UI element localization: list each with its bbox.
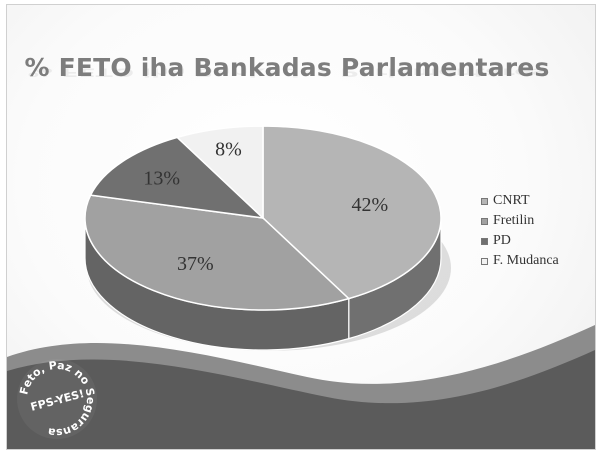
fps-yes-logo: Feto, Paz no Seguransa FPS-YES! [17,359,97,439]
pie-slice-pd [89,136,266,220]
pie-slices [84,125,442,311]
pie-slice-f-mudanca [175,125,264,220]
legend-swatch-f-mudanca [481,257,488,265]
pie-slice-fretilin [84,194,351,311]
data-label-cnrt: 42% [352,194,389,216]
legend-item-pd: PD [481,231,559,251]
legend-label-cnrt: CNRT [493,193,530,208]
legend-label-fretilin: Fretilin [493,213,535,228]
chart-title-reflection: % FETO iha Bankadas Parlamentares [27,65,547,79]
legend-item-fretilin: Fretilin [481,211,559,231]
legend-item-cnrt: CNRT [481,191,559,211]
legend-item-f-mudanca: F. Mudanca [481,251,559,271]
legend-swatch-cnrt [481,197,488,205]
slide: 42% 37% 13% 8% % FETO iha Bankadas Parlamen… [6,4,596,450]
background-wave-dark [7,350,595,449]
data-label-pd: 13% [143,167,180,189]
data-label-f-mudanca: 8% [215,138,242,160]
legend: CNRT Fretilin PD F. Mudanca [481,191,559,271]
pie-slice-cnrt [262,125,442,300]
data-label-fretilin: 37% [177,253,214,275]
legend-swatch-pd [481,237,488,245]
legend-label-f-mudanca: F. Mudanca [493,253,559,268]
pie-labels: 42% 37% 13% 8% [143,138,388,275]
legend-swatch-fretilin [481,217,488,225]
legend-label-pd: PD [493,233,511,248]
chart-title: % FETO iha Bankadas Parlamentares [24,53,550,82]
pie-chart: 42% 37% 13% 8% [7,125,595,449]
